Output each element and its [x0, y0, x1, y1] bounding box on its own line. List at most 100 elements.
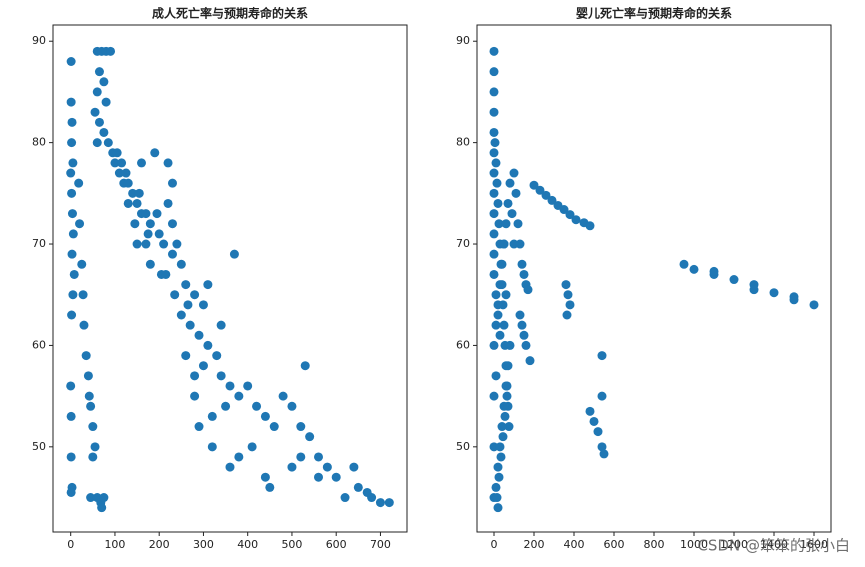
- x-tick-label: 300: [193, 538, 214, 551]
- point: [494, 472, 504, 482]
- point: [176, 259, 186, 269]
- point: [501, 290, 511, 300]
- point: [84, 391, 94, 401]
- point: [489, 87, 499, 97]
- x-tick-label: 200: [524, 538, 545, 551]
- point: [287, 462, 297, 472]
- x-tick-label: 400: [564, 538, 585, 551]
- point: [170, 290, 180, 300]
- point: [229, 249, 239, 259]
- point: [88, 452, 98, 462]
- x-tick-label: 500: [281, 538, 302, 551]
- point: [141, 239, 151, 249]
- point: [132, 239, 142, 249]
- point: [159, 239, 169, 249]
- point: [66, 487, 76, 497]
- point: [260, 472, 270, 482]
- point: [314, 472, 323, 482]
- point: [212, 351, 222, 361]
- point: [535, 185, 545, 195]
- point: [167, 178, 177, 188]
- point: [519, 330, 529, 340]
- point: [367, 493, 377, 503]
- point: [353, 482, 363, 492]
- point: [349, 462, 359, 472]
- point: [523, 285, 533, 295]
- point: [499, 320, 509, 330]
- point: [185, 320, 195, 330]
- point: [225, 381, 235, 391]
- point: [571, 215, 581, 225]
- point: [492, 178, 502, 188]
- watermark: CSDN @笨笨的张小白: [697, 537, 850, 555]
- point: [176, 310, 186, 320]
- point: [491, 320, 501, 330]
- point: [117, 158, 127, 168]
- x-tick-label: 400: [237, 538, 258, 551]
- point: [679, 259, 689, 269]
- point: [541, 190, 551, 200]
- point: [511, 188, 521, 198]
- point: [489, 391, 499, 401]
- point: [491, 158, 501, 168]
- point: [322, 462, 332, 472]
- point: [83, 371, 93, 381]
- point: [296, 452, 306, 462]
- point: [494, 219, 504, 229]
- point: [90, 442, 100, 452]
- point: [167, 219, 177, 229]
- x-tick-label: 1000: [680, 538, 708, 551]
- point: [88, 422, 98, 432]
- y-tick-label: 80: [32, 136, 46, 149]
- point: [489, 168, 499, 178]
- point: [203, 280, 213, 290]
- point: [77, 259, 87, 269]
- point: [134, 188, 144, 198]
- point: [167, 249, 177, 259]
- point: [99, 493, 109, 503]
- x-tick-label: 1600: [800, 538, 828, 551]
- point: [489, 127, 499, 137]
- point: [749, 285, 759, 295]
- point: [521, 340, 531, 350]
- point: [123, 198, 133, 208]
- point: [67, 209, 77, 219]
- point: [154, 229, 164, 239]
- point: [597, 391, 607, 401]
- point: [234, 452, 244, 462]
- point: [106, 46, 116, 56]
- point: [198, 361, 208, 371]
- point: [99, 77, 109, 87]
- point: [145, 219, 155, 229]
- x-tick-label: 0: [491, 538, 498, 551]
- point: [497, 259, 507, 269]
- point: [331, 472, 341, 482]
- point: [234, 391, 244, 401]
- point: [143, 229, 153, 239]
- point: [589, 416, 599, 426]
- point: [99, 127, 109, 137]
- y-tick-label: 90: [32, 34, 46, 47]
- point: [141, 209, 151, 219]
- x-tick-label: 700: [370, 538, 391, 551]
- point: [287, 401, 297, 411]
- point: [789, 295, 799, 305]
- y-tick-label: 60: [32, 338, 46, 351]
- point: [67, 188, 77, 198]
- point: [597, 442, 607, 452]
- y-tick-label: 50: [456, 440, 470, 453]
- point: [247, 442, 257, 452]
- point: [243, 381, 253, 391]
- point: [94, 67, 104, 77]
- point: [66, 168, 76, 178]
- point: [499, 239, 509, 249]
- point: [181, 280, 191, 290]
- point: [593, 427, 603, 437]
- point: [75, 219, 85, 229]
- point: [74, 178, 84, 188]
- chart-title: 成人死亡率与预期寿命的关系: [152, 6, 308, 21]
- point: [78, 290, 88, 300]
- point: [163, 198, 173, 208]
- point: [561, 280, 571, 290]
